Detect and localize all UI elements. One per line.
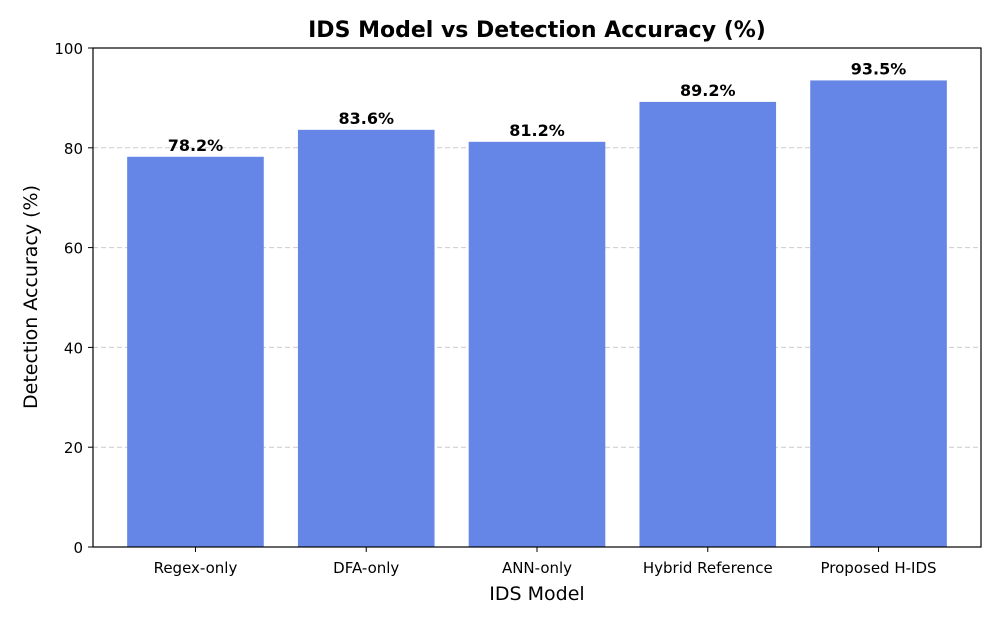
bar-proposed-h-ids: [810, 80, 947, 547]
x-tick-label: DFA-only: [333, 559, 399, 577]
data-labels: 78.2% 83.6% 81.2% 89.2% 93.5%: [168, 59, 907, 154]
data-label: 83.6%: [338, 109, 394, 128]
plot-frame: [92, 47, 982, 548]
bar-hybrid-reference: [639, 101, 777, 547]
bar-regex-only: [127, 156, 264, 548]
chart-title: IDS Model vs Detection Accuracy (%): [308, 18, 766, 43]
y-tick-label: 60: [64, 240, 83, 258]
y-axis-label: Detection Accuracy (%): [20, 185, 42, 409]
y-tick-label: 40: [64, 339, 83, 357]
y-tick-label: 0: [73, 539, 83, 557]
bars: [127, 80, 947, 548]
x-tick-label: Regex-only: [154, 559, 238, 577]
data-label: 89.2%: [680, 81, 736, 100]
y-tick-label: 80: [64, 140, 83, 158]
data-label: 93.5%: [851, 59, 907, 78]
bar-dfa-only: [297, 129, 435, 547]
x-axis-label: IDS Model: [489, 583, 584, 605]
axis-ticks: 0 20 40 60 80 100 Regex-only DFA-only ANN-only Hy…: [54, 40, 936, 577]
x-tick-label: ANN-only: [502, 559, 572, 577]
y-tick-label: 20: [64, 439, 83, 457]
x-tick-label: Proposed H-IDS: [821, 559, 937, 577]
data-label: 81.2%: [509, 121, 565, 140]
data-label: 78.2%: [168, 136, 224, 155]
y-tick-label: 100: [54, 40, 83, 58]
x-tick-label: Hybrid Reference: [643, 559, 773, 577]
bar-ann-only: [468, 141, 606, 547]
